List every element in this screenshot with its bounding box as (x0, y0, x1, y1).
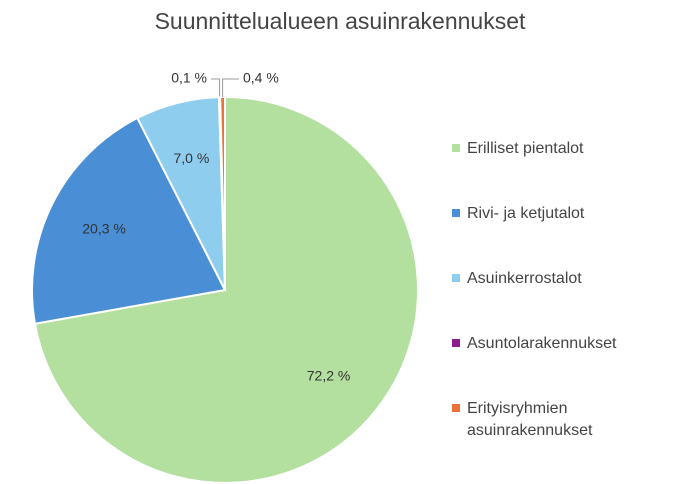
legend-item: Erityisryhmien asuinrakennukset (452, 398, 682, 463)
legend-swatch (452, 404, 460, 412)
legend-label: Erilliset pientalot (467, 140, 584, 157)
legend-label: Asuntolarakennukset (467, 335, 617, 352)
legend: Erilliset pientalot Rivi- ja ketjutalot As… (452, 138, 682, 463)
pie-slice (33, 95, 419, 484)
data-label: 20,3 % (82, 221, 126, 237)
legend-label: Rivi- ja ketjutalot (467, 205, 585, 222)
legend-swatch (452, 339, 460, 347)
leader-line (222, 78, 239, 98)
data-label: 0,1 % (171, 70, 207, 86)
pie-slice (31, 116, 227, 325)
chart-title: Suunnittelualueen asuinrakennukset (155, 8, 526, 34)
legend-label: Erityisryhmien asuinrakennukset (467, 400, 593, 439)
legend-item: Asuinkerrostalot (452, 268, 682, 333)
pie-slice (219, 95, 226, 291)
legend-item: Rivi- ja ketjutalot (452, 203, 682, 268)
data-label: 7,0 % (173, 150, 209, 166)
legend-swatch (452, 144, 460, 152)
data-label: 72,2 % (307, 367, 351, 383)
legend-swatch (452, 274, 460, 282)
legend-label: Asuinkerrostalot (467, 270, 582, 287)
data-label: 0,4 % (243, 70, 279, 86)
legend-item: Asuntolarakennukset (452, 333, 682, 398)
legend-item: Erilliset pientalot (452, 138, 682, 203)
legend-swatch (452, 209, 460, 217)
leader-line (211, 78, 221, 98)
